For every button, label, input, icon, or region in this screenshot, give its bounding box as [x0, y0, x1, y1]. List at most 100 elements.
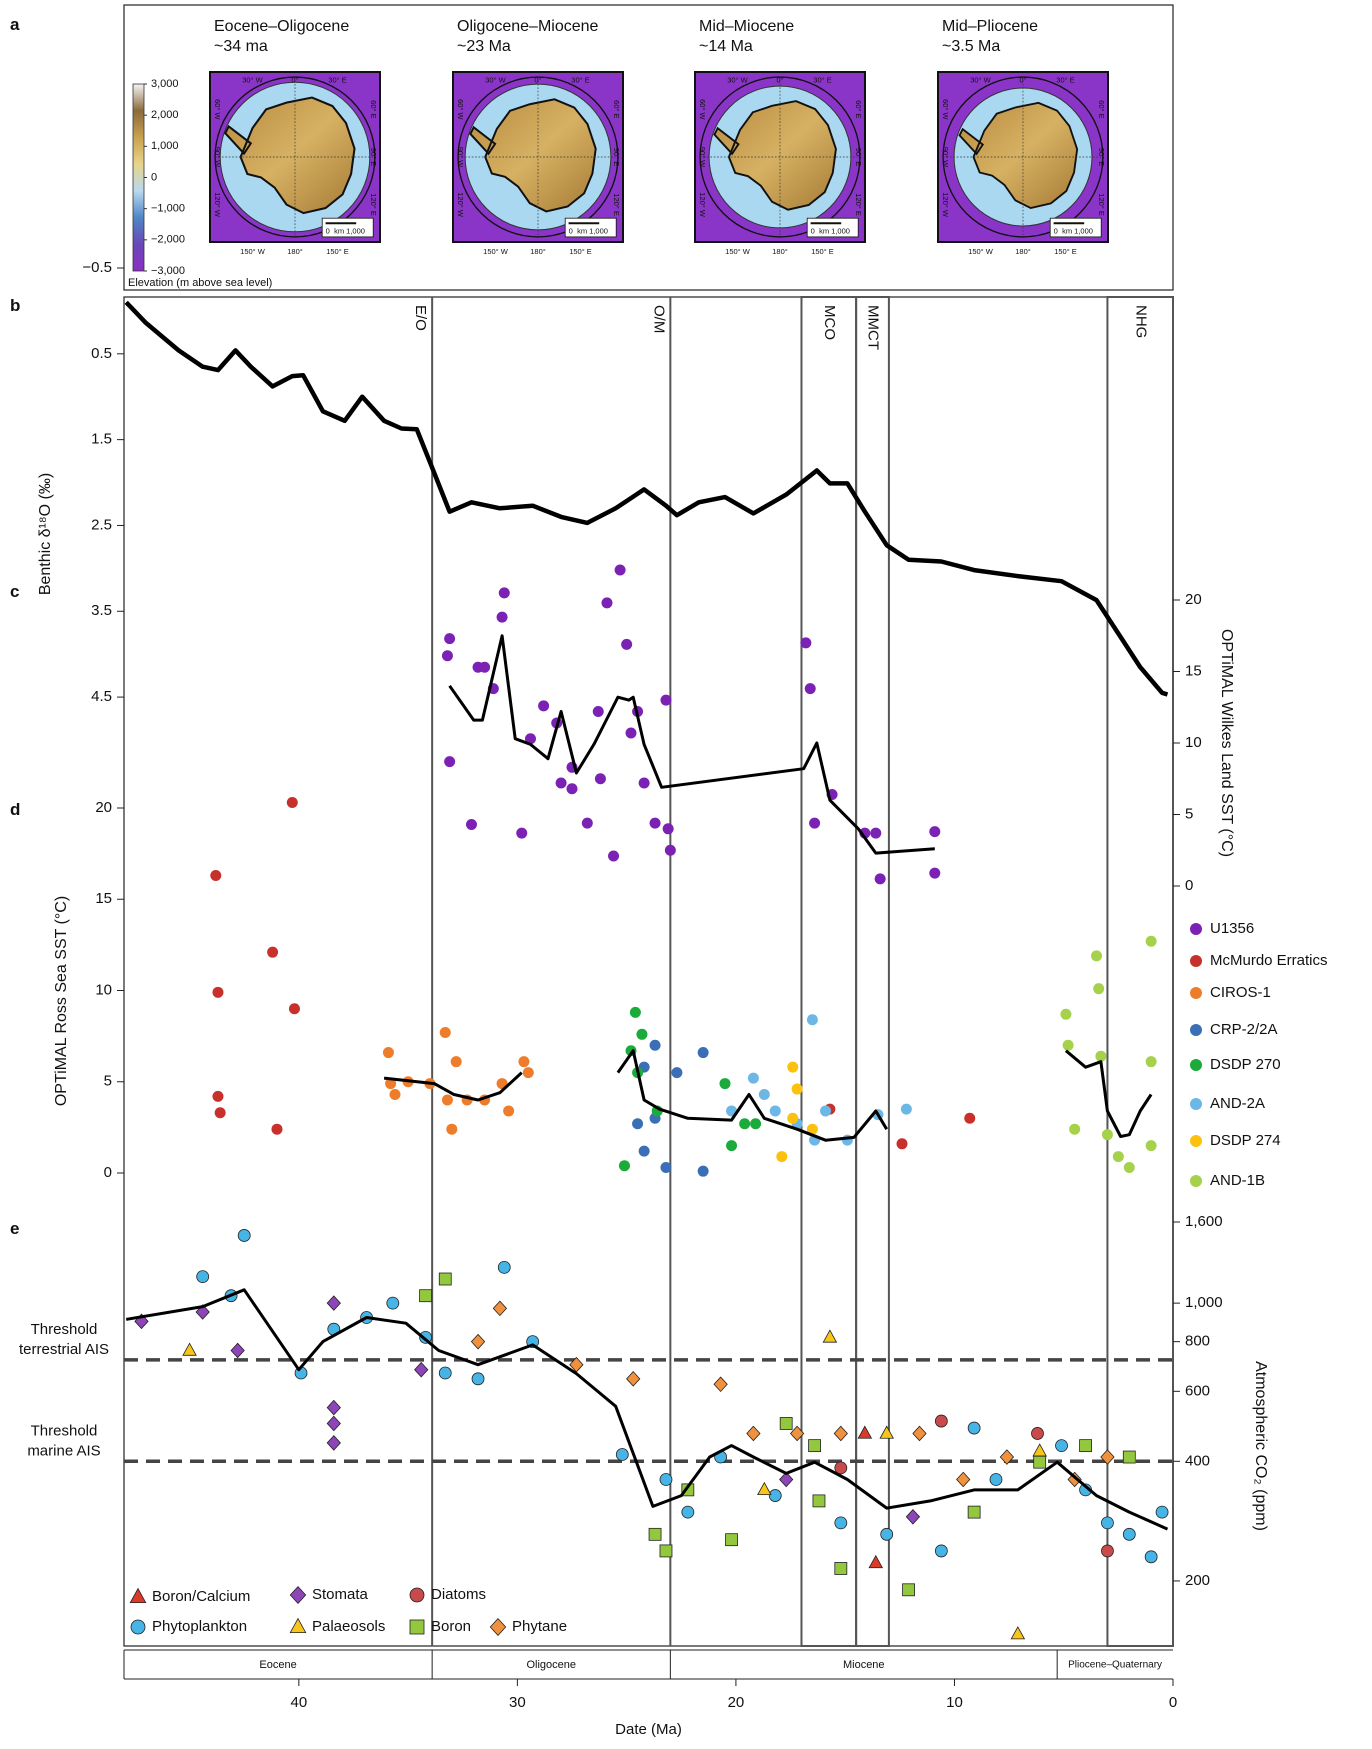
colorbar-label: Elevation (m above sea level) — [128, 277, 272, 289]
event-label: O/M — [650, 305, 667, 333]
legend-label: Boron — [431, 1618, 471, 1635]
legend-swatch — [131, 1620, 145, 1634]
data-point — [615, 564, 626, 575]
data-point — [875, 873, 886, 884]
data-point — [1123, 1451, 1135, 1463]
map-graticule-label: 90° E — [1097, 148, 1106, 166]
legend-label: DSDP 274 — [1210, 1132, 1281, 1149]
data-point — [639, 1146, 650, 1157]
data-point — [619, 1160, 630, 1171]
data-point — [210, 870, 221, 881]
data-point — [327, 1296, 340, 1310]
threshold-label: marine AIS — [27, 1442, 100, 1459]
y-tick-label: 200 — [1185, 1572, 1210, 1589]
data-point — [523, 1067, 534, 1078]
data-point — [616, 1449, 628, 1461]
data-point — [671, 1067, 682, 1078]
data-point — [650, 1040, 661, 1051]
map-graticule-label: 90° E — [854, 148, 863, 166]
panel-letter: a — [10, 15, 20, 34]
map-graticule-label: 30° W — [727, 75, 748, 84]
data-point — [1091, 950, 1102, 961]
plot-frame — [124, 297, 1173, 1646]
colorbar — [133, 84, 144, 271]
data-point — [287, 797, 298, 808]
data-point — [267, 947, 278, 958]
map-graticule-label: 30° E — [1056, 75, 1074, 84]
data-point — [1095, 1051, 1106, 1062]
map-graticule-label: 30° E — [813, 75, 831, 84]
map-graticule-label: 120° W — [456, 192, 465, 218]
data-point — [444, 756, 455, 767]
x-tick-label: 40 — [290, 1694, 307, 1711]
map-graticule-label: 60° E — [1097, 100, 1106, 118]
y-tick-label: 2.5 — [91, 516, 112, 533]
data-point — [901, 1104, 912, 1115]
epoch-label: Pliocene–Quaternary — [1068, 1660, 1162, 1671]
data-point — [714, 1377, 727, 1391]
event-box — [856, 297, 889, 1646]
map-graticule-label: 120° E — [854, 193, 863, 216]
map-graticule-label: 150° W — [483, 247, 509, 256]
legend-label: Diatoms — [431, 1586, 486, 1603]
legend-swatch — [1190, 923, 1202, 935]
data-point — [1123, 1528, 1135, 1540]
y-tick-label: 600 — [1185, 1382, 1210, 1399]
data-point — [990, 1473, 1002, 1485]
map-graticule-label: 150° E — [811, 247, 834, 256]
map-graticule-label: 180° — [1015, 247, 1031, 256]
map-title: Mid–Miocene — [699, 18, 794, 35]
data-point — [650, 818, 661, 829]
colorbar-tick-label: −1,000 — [151, 203, 185, 215]
data-point — [499, 587, 510, 598]
data-point — [593, 706, 604, 717]
data-point — [800, 637, 811, 648]
data-point — [503, 1105, 514, 1116]
y-axis-label: OPTiMAL Wilkes Land SST (°C) — [1218, 629, 1235, 857]
legend-label: U1356 — [1210, 920, 1254, 937]
data-point — [807, 1014, 818, 1025]
epoch-label: Eocene — [259, 1659, 296, 1671]
event-box — [1107, 297, 1173, 1646]
data-point — [627, 1372, 640, 1386]
x-tick-label: 30 — [509, 1694, 526, 1711]
map-graticule-label: 90° W — [941, 147, 950, 168]
y-axis-label: OPTiMAL Ross Sea SST (°C) — [53, 896, 70, 1106]
panel-letter: b — [10, 296, 20, 315]
data-point — [327, 1416, 340, 1430]
data-point — [271, 1124, 282, 1135]
data-point — [1080, 1440, 1092, 1452]
colorbar-tick-label: −3,000 — [151, 265, 185, 277]
data-point — [660, 695, 671, 706]
map-scale-label: km 1,000 — [334, 227, 365, 236]
data-point — [516, 828, 527, 839]
data-point — [444, 633, 455, 644]
x-tick-label: 10 — [946, 1694, 963, 1711]
data-point — [682, 1506, 694, 1518]
map-graticule-label: 60° W — [698, 99, 707, 120]
y-tick-label: 20 — [95, 799, 112, 816]
map-graticule-label: 150° E — [569, 247, 592, 256]
map-graticule-label: 120° E — [1097, 193, 1106, 216]
map-graticule-label: 90° W — [456, 147, 465, 168]
data-point — [1102, 1129, 1113, 1140]
data-point — [289, 1003, 300, 1014]
data-point — [903, 1584, 915, 1596]
y-tick-label: 0.5 — [91, 345, 112, 362]
data-point — [1145, 1551, 1157, 1563]
legend-label: CRP-2/2A — [1210, 1021, 1278, 1038]
data-point — [498, 1261, 510, 1273]
legend-label: Palaeosols — [312, 1618, 385, 1635]
legend-swatch — [1190, 1024, 1202, 1036]
y-axis-label: Atmospheric CO₂ (ppm) — [1252, 1361, 1269, 1531]
colorbar-tick-label: 0 — [151, 171, 157, 183]
panel-letter: d — [10, 800, 20, 819]
legend-swatch — [1190, 1059, 1202, 1071]
data-point — [327, 1436, 340, 1450]
data-point — [663, 823, 674, 834]
data-point — [835, 1462, 847, 1474]
data-point — [238, 1229, 250, 1241]
data-point — [440, 1027, 451, 1038]
data-point — [442, 1095, 453, 1106]
data-point — [636, 1029, 647, 1040]
